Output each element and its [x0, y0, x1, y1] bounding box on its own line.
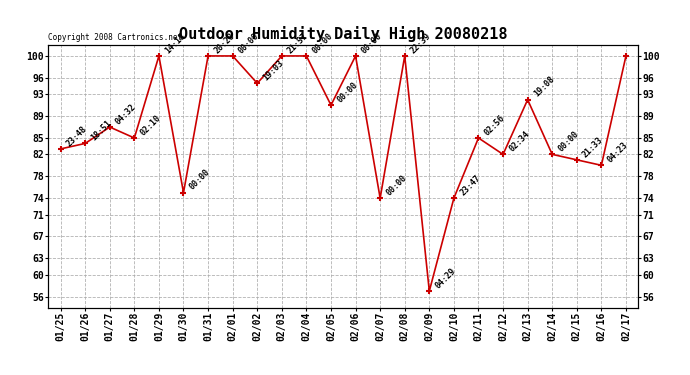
- Text: 00:00: 00:00: [335, 80, 359, 104]
- Text: 23:47: 23:47: [458, 173, 482, 197]
- Text: 02:56: 02:56: [482, 113, 506, 137]
- Text: 00:00: 00:00: [237, 31, 261, 55]
- Text: 19:03: 19:03: [262, 58, 286, 82]
- Text: 19:08: 19:08: [532, 75, 556, 99]
- Text: 04:23: 04:23: [606, 141, 629, 165]
- Text: 02:34: 02:34: [507, 129, 531, 154]
- Text: 21:57: 21:57: [286, 31, 310, 55]
- Text: 00:00: 00:00: [310, 31, 335, 55]
- Text: Copyright 2008 Cartronics.net: Copyright 2008 Cartronics.net: [48, 33, 182, 42]
- Text: 23:48: 23:48: [65, 124, 89, 148]
- Text: 14:18: 14:18: [163, 31, 187, 55]
- Text: 04:32: 04:32: [114, 102, 138, 126]
- Text: 21:33: 21:33: [581, 135, 605, 159]
- Text: 00:00: 00:00: [384, 173, 408, 197]
- Text: 22:39: 22:39: [409, 31, 433, 55]
- Text: 00:00: 00:00: [556, 129, 580, 154]
- Text: 02:10: 02:10: [139, 113, 163, 137]
- Text: 00:00: 00:00: [359, 31, 384, 55]
- Text: 18:51: 18:51: [89, 118, 113, 142]
- Title: Outdoor Humidity Daily High 20080218: Outdoor Humidity Daily High 20080218: [179, 27, 508, 42]
- Text: 00:00: 00:00: [188, 168, 212, 192]
- Text: 20:28: 20:28: [213, 31, 236, 55]
- Text: 04:29: 04:29: [433, 266, 457, 290]
